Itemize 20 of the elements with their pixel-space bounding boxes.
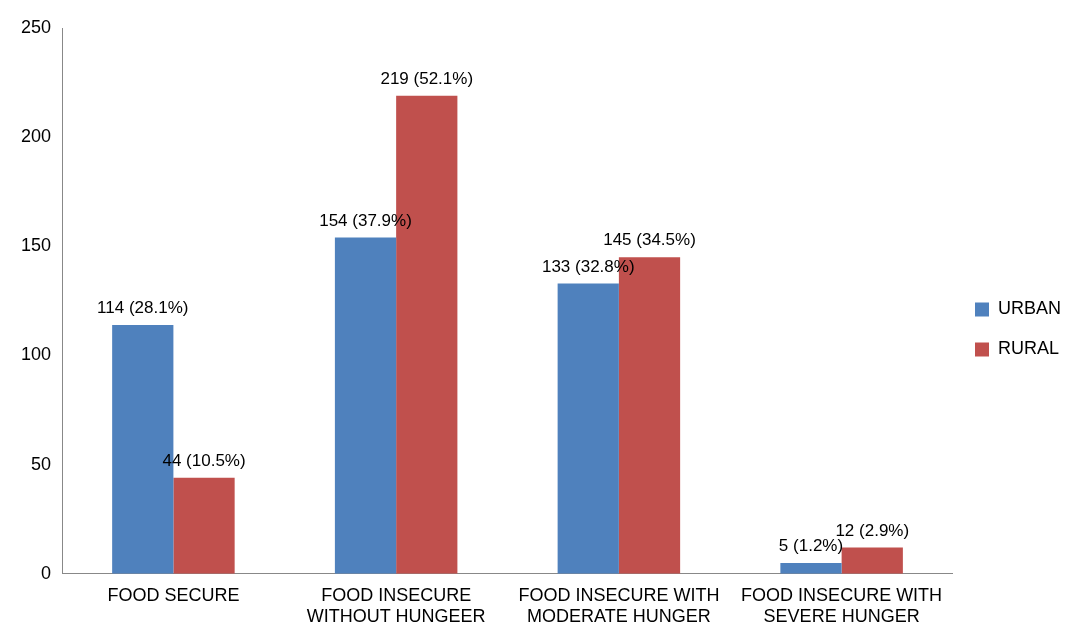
bar (780, 562, 842, 574)
bar (173, 477, 235, 574)
y-tick-label: 100 (20, 344, 52, 365)
legend-label: RURAL (997, 338, 1060, 359)
x-tick-label: FOOD SECURE (107, 584, 240, 605)
y-tick-label: 50 (31, 453, 52, 474)
bar (557, 283, 619, 574)
x-tick-label: FOOD INSECURE WITHOUT HUNGEER (306, 584, 486, 627)
y-tick-label: 200 (20, 126, 52, 147)
x-tick-label: FOOD INSECURE WITH MODERATE HUNGER (518, 584, 720, 627)
bar (841, 547, 903, 574)
data-label: 145 (34.5%) (603, 230, 696, 250)
bar (334, 237, 397, 574)
y-tick-label: 250 (20, 16, 52, 37)
data-label: 219 (52.1%) (380, 68, 474, 88)
legend-label: URBAN (997, 298, 1062, 319)
y-tick-label: 0 (41, 562, 52, 583)
data-label: 114 (28.1%) (97, 298, 189, 318)
x-tick-label: FOOD INSECURE WITH SEVERE HUNGER (741, 584, 943, 627)
y-tick-label: 150 (20, 235, 52, 256)
